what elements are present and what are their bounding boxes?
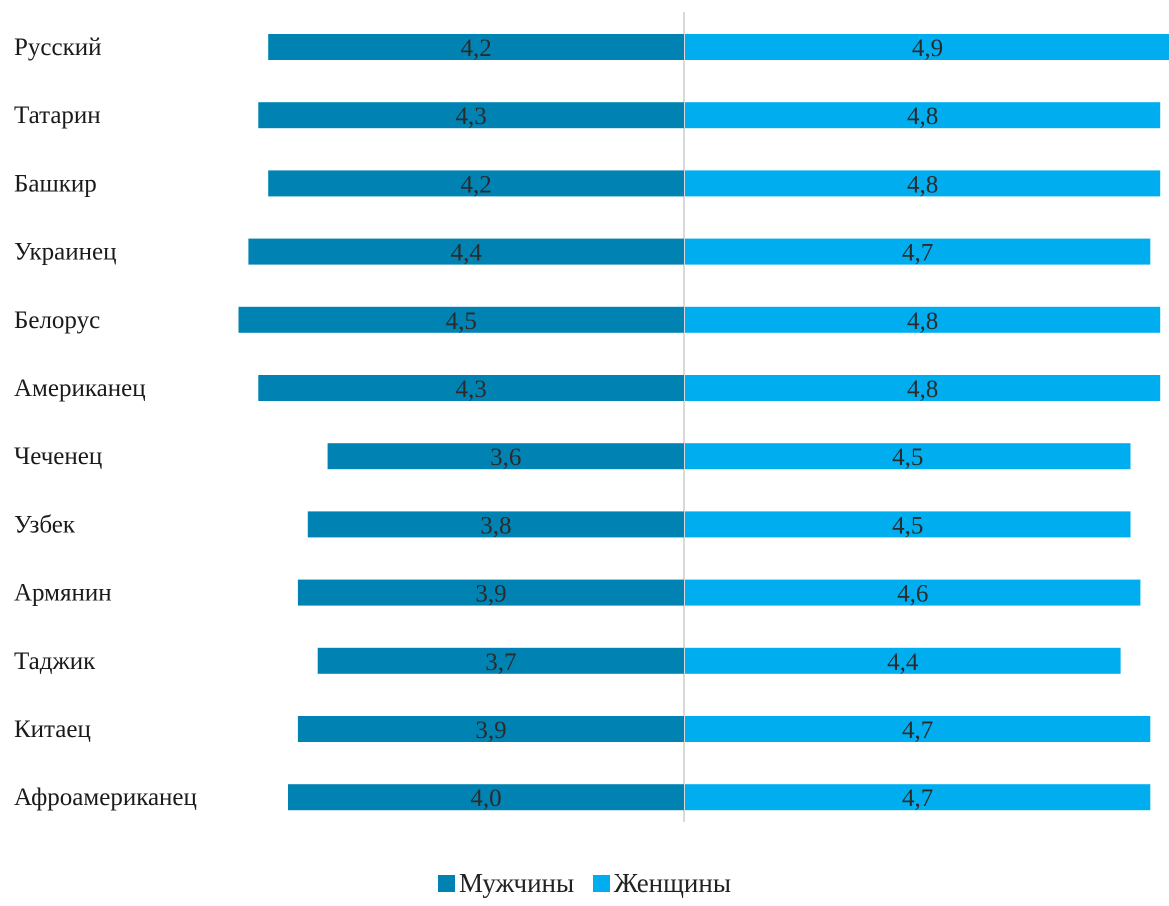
category-label: Узбек: [14, 511, 76, 538]
data-labels: 4,2 4,9 4,3 4,8 4,2 4,8 4,4 4,7 4,5 4,8 4,3 4,8 3,6 4…: [446, 35, 944, 812]
category-label: Белорус: [14, 307, 100, 334]
bar-women: [685, 306, 1161, 333]
bar-men: [317, 647, 684, 674]
data-label-women: 4,5: [892, 512, 923, 539]
legend-label-women: Женщины: [613, 868, 731, 898]
bar-men: [258, 375, 684, 401]
legend-item-women: Женщины: [592, 868, 731, 899]
category-label: Китаец: [14, 716, 91, 743]
data-label-men: 4,3: [456, 376, 487, 403]
bar-women: [685, 238, 1151, 265]
bars: [238, 34, 1169, 811]
bar-men: [238, 306, 684, 333]
category-label: Украинец: [14, 239, 116, 266]
bar-women: [685, 170, 1161, 197]
bar-men: [297, 716, 684, 742]
data-label-men: 3,7: [485, 649, 516, 676]
data-label-women: 4,9: [912, 35, 943, 62]
bar-women: [685, 784, 1151, 811]
legend: Мужчины Женщины: [0, 868, 1169, 899]
data-label-women: 4,7: [902, 717, 933, 744]
bar-women: [685, 579, 1141, 606]
data-label-men: 4,3: [456, 103, 487, 130]
bar-men: [307, 511, 684, 538]
bar-women: [685, 716, 1151, 742]
legend-item-men: Мужчины: [438, 868, 574, 899]
bar-women: [685, 647, 1121, 674]
bar-men: [268, 34, 684, 60]
data-label-women: 4,6: [897, 581, 928, 608]
category-label: Башкир: [14, 170, 97, 197]
bar-women: [685, 102, 1161, 129]
legend-swatch-men: [438, 875, 456, 892]
data-label-women: 4,4: [887, 649, 919, 676]
data-label-men: 3,8: [480, 512, 511, 539]
data-label-men: 3,9: [475, 581, 506, 608]
data-label-men: 4,0: [470, 785, 501, 812]
data-label-women: 4,5: [892, 444, 923, 471]
data-label-women: 4,8: [907, 376, 938, 403]
data-label-men: 4,2: [460, 171, 491, 198]
bar-men: [268, 170, 684, 197]
category-labels: Русский Татарин Башкир Украинец Белорус Амери…: [14, 34, 197, 811]
data-label-men: 3,6: [490, 444, 521, 471]
data-label-women: 4,7: [902, 785, 933, 812]
bar-men: [297, 579, 684, 606]
bar-women: [685, 443, 1131, 470]
bar-men: [327, 443, 684, 470]
bar-women: [685, 34, 1169, 60]
data-label-women: 4,7: [902, 240, 933, 267]
bar-men: [248, 238, 684, 265]
bar-women: [685, 511, 1131, 538]
category-label: Афроамериканец: [14, 784, 197, 811]
category-label: Татарин: [14, 102, 101, 129]
data-label-men: 4,5: [446, 308, 477, 335]
data-label-men: 4,2: [460, 35, 491, 62]
category-label: Чеченец: [14, 443, 102, 470]
data-label-women: 4,8: [907, 171, 938, 198]
data-label-men: 4,4: [451, 240, 483, 267]
bar-men: [288, 784, 684, 811]
category-label: Армянин: [14, 580, 112, 607]
category-label: Таджик: [14, 648, 96, 675]
data-label-women: 4,8: [907, 103, 938, 130]
category-label: Американец: [14, 375, 146, 402]
category-label: Русский: [14, 34, 102, 61]
data-label-men: 3,9: [475, 717, 506, 744]
legend-swatch-women: [592, 875, 610, 892]
legend-label-men: Мужчины: [459, 868, 575, 898]
bar-women: [685, 375, 1161, 401]
bar-men: [258, 102, 684, 129]
data-label-women: 4,8: [907, 308, 938, 335]
